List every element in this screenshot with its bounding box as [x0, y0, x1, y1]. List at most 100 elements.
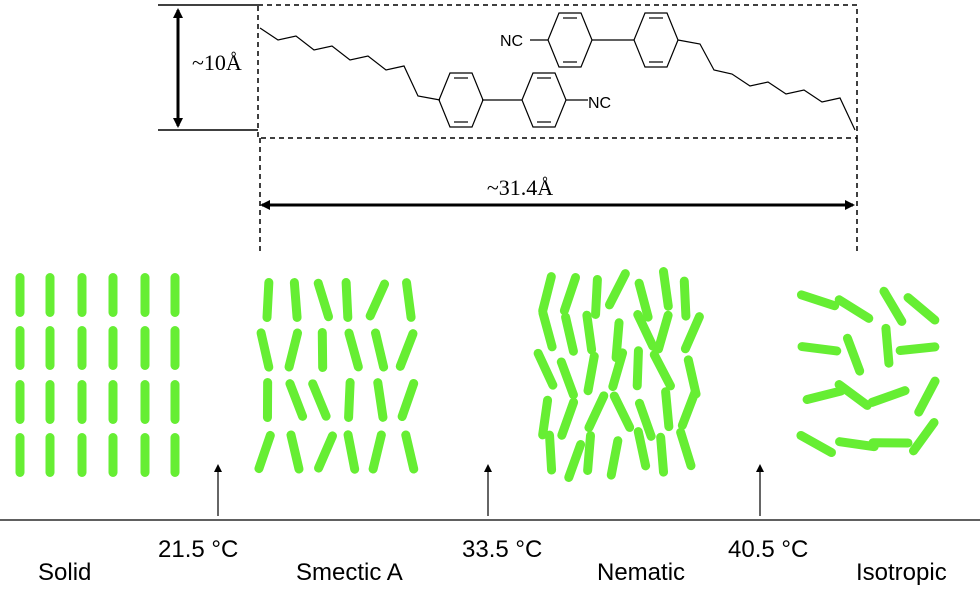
rod	[908, 418, 939, 456]
phase-label: Isotropic	[856, 559, 947, 586]
rod	[677, 388, 700, 430]
rod	[314, 431, 337, 473]
rod	[914, 376, 940, 417]
rod	[834, 295, 874, 323]
rod	[108, 380, 118, 424]
rod	[584, 391, 609, 433]
rod	[868, 438, 913, 448]
rod	[45, 273, 55, 317]
rod	[45, 326, 55, 370]
rod	[842, 333, 865, 376]
rod	[365, 279, 390, 321]
rod	[609, 391, 635, 432]
phase-label: Solid	[38, 559, 91, 586]
benzene-ring	[547, 12, 593, 68]
rod	[802, 386, 846, 405]
transition-label: 40.5 °C	[728, 536, 808, 563]
rod	[343, 430, 360, 474]
rod	[680, 312, 704, 354]
dimension-label: ~31.4Å	[487, 175, 553, 200]
rod	[895, 342, 940, 356]
rod	[582, 310, 597, 355]
rod	[284, 328, 303, 372]
rod	[835, 437, 879, 452]
rod	[395, 329, 418, 371]
rod	[262, 378, 273, 422]
rod	[633, 310, 658, 351]
rod	[77, 433, 87, 477]
alkyl-chain	[259, 27, 441, 101]
rod	[632, 346, 643, 391]
rod	[289, 278, 302, 322]
rod	[108, 326, 118, 370]
rod	[533, 348, 558, 390]
rod	[634, 398, 656, 441]
benzene-ring	[438, 72, 484, 128]
rod	[653, 310, 673, 354]
rod	[633, 427, 651, 471]
rod	[545, 430, 557, 475]
rod	[634, 278, 653, 322]
rod	[140, 273, 150, 317]
rod	[796, 430, 836, 458]
rod	[397, 378, 419, 422]
rod	[867, 386, 910, 407]
rod	[285, 379, 308, 421]
rod	[77, 273, 87, 317]
phase-label: Nematic	[597, 559, 685, 586]
rod	[557, 397, 579, 440]
rod	[559, 273, 581, 316]
rod	[170, 326, 180, 370]
molecule-diagram	[158, 4, 858, 255]
rod	[676, 427, 696, 471]
transition-label: 21.5 °C	[158, 536, 238, 563]
rod	[401, 430, 419, 474]
rod	[15, 273, 25, 317]
rod	[679, 276, 691, 321]
rod	[402, 278, 416, 322]
group-label: NC	[500, 33, 523, 50]
rod	[881, 323, 894, 368]
rod	[170, 433, 180, 477]
rod	[556, 357, 578, 400]
rod	[796, 290, 840, 311]
rod	[140, 433, 150, 477]
rod	[45, 380, 55, 424]
rod	[903, 293, 940, 325]
rod	[170, 273, 180, 317]
rod	[108, 433, 118, 477]
benzene-ring	[521, 72, 567, 128]
rod	[15, 380, 25, 424]
rod	[77, 380, 87, 424]
rod	[344, 378, 355, 422]
rod	[15, 326, 25, 370]
rod	[604, 269, 630, 310]
rod	[140, 380, 150, 424]
rod	[170, 380, 180, 424]
dimension-label: ~10Å	[192, 50, 242, 75]
rod	[583, 351, 599, 396]
rod	[683, 355, 701, 399]
rod	[373, 378, 388, 422]
alkyl-chain	[677, 39, 856, 131]
group-label: NC	[588, 95, 611, 112]
rod-groups	[15, 267, 940, 482]
rod	[591, 274, 602, 319]
rod	[656, 432, 669, 477]
rod	[341, 278, 353, 322]
rod	[834, 380, 872, 410]
rod	[538, 395, 553, 440]
bounding-box	[257, 4, 858, 139]
rod	[256, 328, 274, 372]
rod	[108, 273, 118, 317]
rod	[45, 433, 55, 477]
rod	[77, 326, 87, 370]
rod	[879, 286, 907, 326]
rod	[649, 350, 675, 391]
rod	[797, 342, 842, 356]
rod	[658, 267, 673, 311]
rod	[606, 436, 623, 480]
rod	[313, 278, 334, 322]
